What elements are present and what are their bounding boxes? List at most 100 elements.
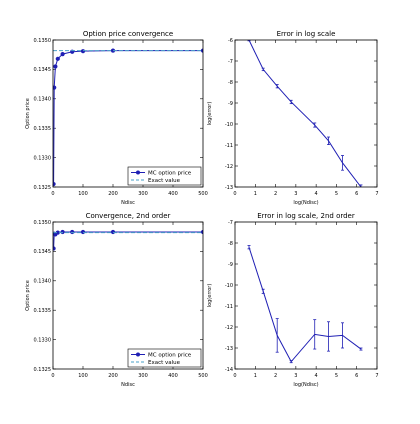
data-point	[200, 48, 203, 53]
x-tick-label: 0	[233, 191, 236, 197]
y-tick-label: -9	[228, 262, 233, 268]
y-tick-label: -9	[228, 101, 233, 107]
data-point	[110, 229, 116, 235]
x-tick-label: 300	[138, 191, 148, 197]
plot-frame	[52, 221, 204, 370]
x-tick-label: 5	[335, 191, 338, 197]
data-point	[53, 85, 57, 90]
y-axis-label: log(error)	[207, 284, 213, 308]
y-tick-label: -10	[225, 122, 233, 128]
x-tick-label: 2	[274, 191, 277, 197]
error-bar	[289, 360, 293, 364]
y-tick-label: 0.1330	[34, 155, 52, 161]
y-tick-label: 0.1335	[34, 308, 52, 314]
series-line-error	[248, 40, 362, 187]
x-tick-label: 7	[375, 191, 378, 197]
series-line-mc-price	[53, 231, 203, 249]
x-tick-label: 6	[355, 373, 358, 379]
error-bar	[359, 347, 363, 351]
x-axis-label: log(Ndisc)	[293, 382, 318, 388]
x-axis-label: Ndisc	[121, 382, 135, 388]
y-tick-label: -7	[228, 59, 233, 65]
error-bar	[247, 40, 251, 42]
y-axis-label: log(error)	[207, 102, 213, 126]
plot-area	[247, 245, 363, 364]
y-tick-label: -13	[225, 346, 233, 352]
x-axis-label: Ndisc	[121, 200, 135, 206]
legend-label: Exact value	[148, 360, 181, 366]
legend-box	[127, 348, 202, 368]
x-tick-label: 400	[168, 191, 178, 197]
x-tick-label: 1	[254, 373, 257, 379]
error-bar	[341, 322, 345, 349]
error-bar	[327, 321, 331, 352]
data-point	[80, 49, 86, 54]
x-tick-label: 3	[294, 191, 297, 197]
y-tick-label: -10	[225, 283, 233, 289]
x-tick-label: 7	[375, 373, 378, 379]
x-axis-label: log(Ndisc)	[293, 200, 318, 206]
legend-swatch-marker	[136, 170, 140, 175]
series-line-mc-price	[53, 50, 203, 185]
y-tick-label: 0.1325	[34, 185, 52, 191]
x-tick-label: 0	[233, 373, 236, 379]
chart-title: Error in log scale	[277, 30, 336, 38]
y-tick-label: -6	[228, 38, 233, 44]
chart-panel-1: Option price convergence Ndisc Option pric…	[25, 30, 208, 206]
legend-label: Exact value	[148, 178, 181, 184]
error-bar	[275, 318, 279, 353]
x-tick-label: 4	[315, 373, 318, 379]
x-tick-label: 100	[78, 373, 88, 379]
x-tick-label: 200	[108, 191, 118, 197]
x-tick-label: 4	[315, 191, 318, 197]
y-tick-label: -12	[225, 325, 233, 331]
x-tick-label: 3	[294, 373, 297, 379]
error-bar	[327, 136, 331, 145]
x-tick-label: 1	[254, 191, 257, 197]
legend-box	[127, 166, 202, 186]
x-tick-label: 300	[138, 373, 148, 379]
y-tick-label: 0.1330	[34, 337, 52, 343]
legend-label: MC option price	[148, 171, 192, 177]
error-bar	[247, 245, 251, 250]
data-point	[55, 56, 60, 61]
y-tick-label: 0.1345	[34, 67, 52, 73]
y-axis-label: Option price	[25, 98, 31, 129]
y-tick-label: -7	[228, 220, 233, 226]
x-tick-label: 400	[168, 373, 178, 379]
x-tick-label: 6	[355, 191, 358, 197]
x-tick-label: 5	[335, 373, 338, 379]
error-bar	[359, 184, 363, 187]
x-tick-label: 100	[78, 191, 88, 197]
y-tick-label: 0.1325	[34, 367, 52, 373]
chart-title: Convergence, 2nd order	[86, 212, 171, 220]
series-line-error	[248, 247, 362, 363]
plot-area	[247, 40, 363, 187]
x-tick-label: 500	[198, 373, 208, 379]
plot-frame	[234, 221, 378, 370]
y-tick-label: -8	[228, 80, 233, 86]
chart-panel-2: Error in log scale log(Ndisc) log(error) 0 1…	[207, 30, 379, 206]
error-bar	[313, 319, 317, 350]
plot-area	[53, 229, 203, 251]
y-tick-label: 0.1335	[34, 126, 52, 132]
error-bar	[275, 84, 279, 89]
error-bar	[261, 67, 265, 72]
legend-label: MC option price	[148, 353, 192, 359]
error-bar	[261, 288, 265, 294]
data-point	[200, 229, 203, 235]
y-tick-label: -14	[225, 367, 233, 373]
error-bar	[341, 155, 345, 171]
x-tick-label: 0	[51, 191, 54, 197]
y-axis-label: Option price	[25, 280, 31, 311]
data-point	[53, 246, 56, 251]
data-point	[80, 229, 86, 235]
y-tick-label: 0.1340	[34, 279, 52, 285]
data-point	[53, 181, 56, 187]
x-tick-label: 200	[108, 373, 118, 379]
